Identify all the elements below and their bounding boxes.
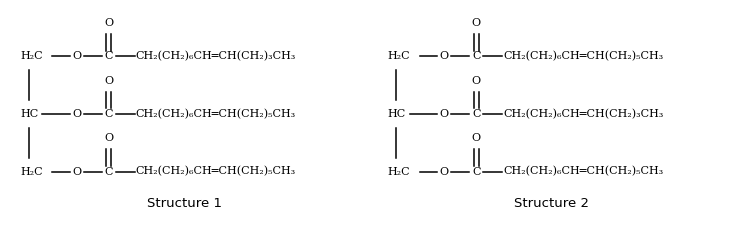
Text: O: O bbox=[472, 18, 481, 28]
Text: C: C bbox=[472, 167, 481, 177]
Text: C: C bbox=[105, 167, 113, 177]
Text: HC: HC bbox=[21, 109, 39, 119]
Text: O: O bbox=[104, 76, 114, 86]
Text: C: C bbox=[105, 52, 113, 62]
Text: C: C bbox=[472, 109, 481, 119]
Text: O: O bbox=[104, 18, 114, 28]
Text: CH₂(CH₂)₆CH═CH(CH₂)₃CH₃: CH₂(CH₂)₆CH═CH(CH₂)₃CH₃ bbox=[136, 51, 296, 62]
Text: CH₂(CH₂)₆CH═CH(CH₂)₅CH₃: CH₂(CH₂)₆CH═CH(CH₂)₅CH₃ bbox=[503, 51, 664, 62]
Text: H₂C: H₂C bbox=[21, 167, 43, 177]
Text: H₂C: H₂C bbox=[388, 52, 410, 62]
Text: O: O bbox=[73, 52, 81, 62]
Text: HC: HC bbox=[388, 109, 406, 119]
Text: H₂C: H₂C bbox=[388, 167, 410, 177]
Text: CH₂(CH₂)₆CH═CH(CH₂)₅CH₃: CH₂(CH₂)₆CH═CH(CH₂)₅CH₃ bbox=[136, 166, 296, 177]
Text: C: C bbox=[105, 109, 113, 119]
Text: O: O bbox=[73, 167, 81, 177]
Text: O: O bbox=[440, 167, 449, 177]
Text: O: O bbox=[104, 133, 114, 143]
Text: O: O bbox=[440, 109, 449, 119]
Text: Structure 1: Structure 1 bbox=[147, 197, 222, 210]
Text: O: O bbox=[472, 76, 481, 86]
Text: CH₂(CH₂)₆CH═CH(CH₂)₃CH₃: CH₂(CH₂)₆CH═CH(CH₂)₃CH₃ bbox=[503, 109, 664, 119]
Text: CH₂(CH₂)₆CH═CH(CH₂)₅CH₃: CH₂(CH₂)₆CH═CH(CH₂)₅CH₃ bbox=[136, 109, 296, 119]
Text: O: O bbox=[472, 133, 481, 143]
Text: CH₂(CH₂)₆CH═CH(CH₂)₅CH₃: CH₂(CH₂)₆CH═CH(CH₂)₅CH₃ bbox=[503, 166, 664, 177]
Text: Structure 2: Structure 2 bbox=[514, 197, 589, 210]
Text: O: O bbox=[440, 52, 449, 62]
Text: C: C bbox=[472, 52, 481, 62]
Text: H₂C: H₂C bbox=[21, 52, 43, 62]
Text: O: O bbox=[73, 109, 81, 119]
